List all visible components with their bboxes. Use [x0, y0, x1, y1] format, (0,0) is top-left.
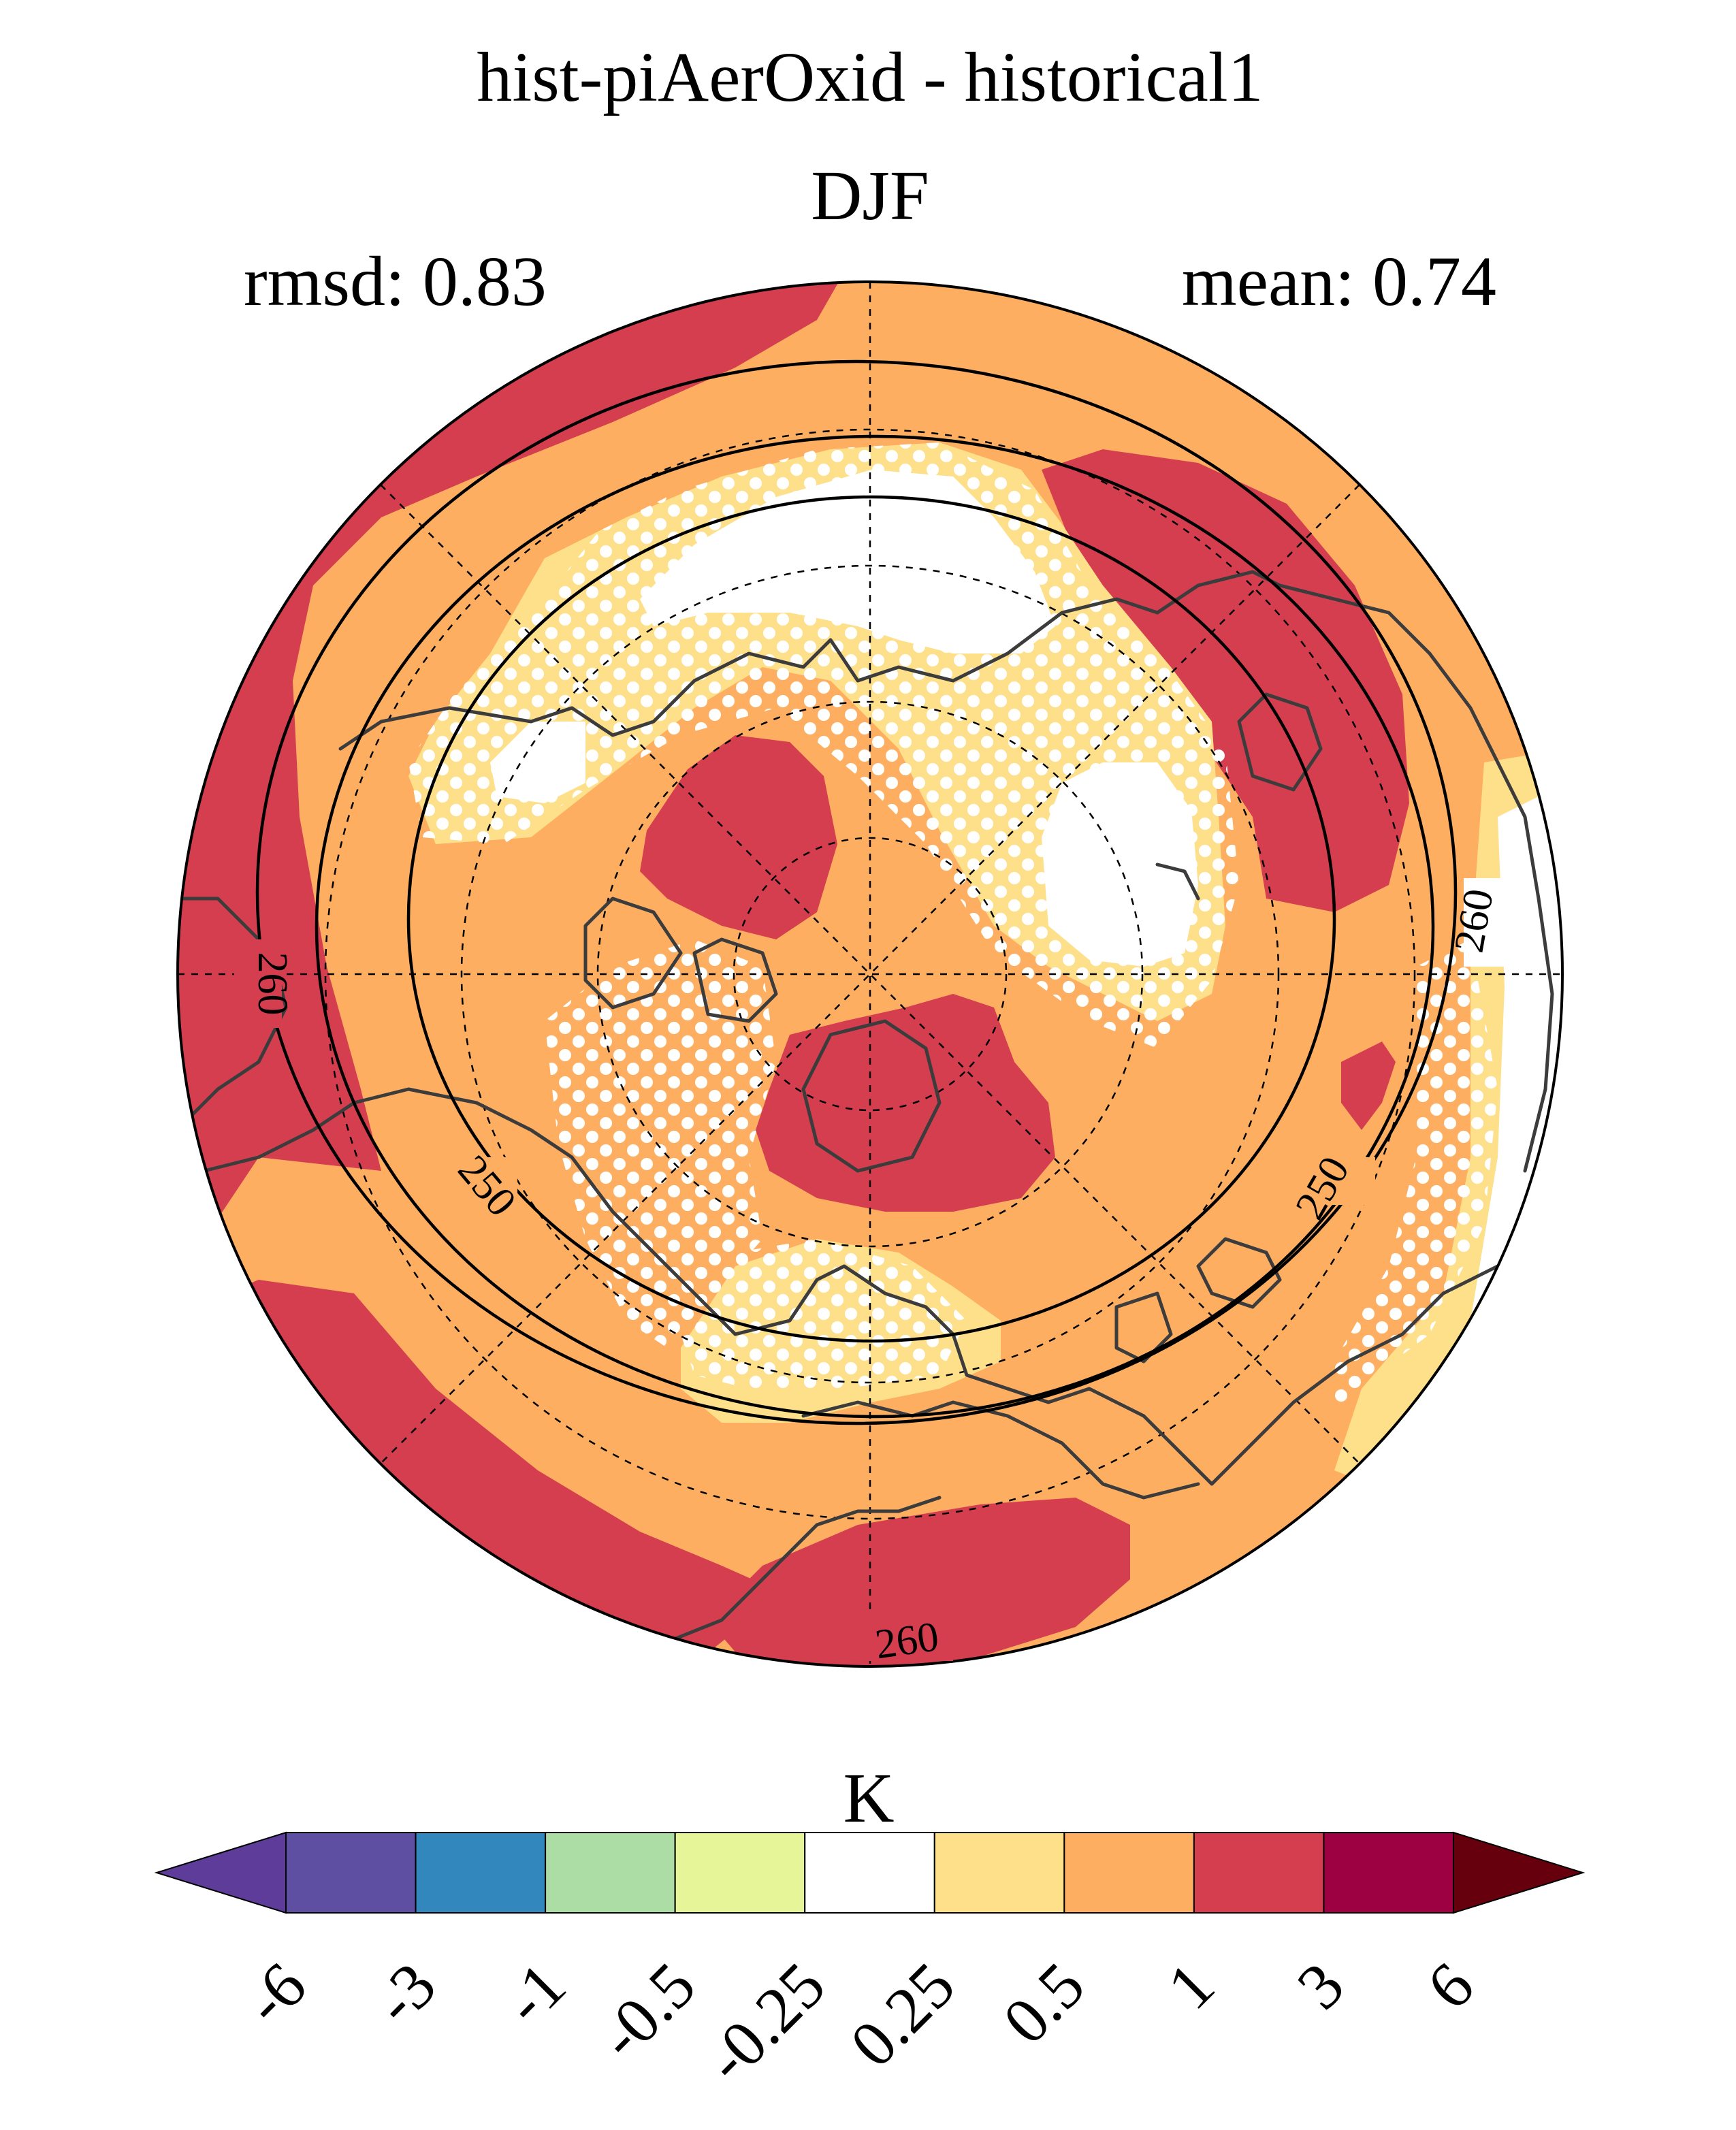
field-red-canada — [640, 735, 837, 939]
season-label: DJF — [811, 157, 929, 235]
stipple-region-east — [1334, 939, 1498, 1416]
colorbar-cell — [674, 1832, 806, 1914]
colorbar-tick-labels: -6 -3 -1 -0.5-0.250.25 0.5 1 3 6 — [230, 1948, 1488, 2096]
colorbar-tick-label: 0.25 — [836, 1948, 968, 2080]
colorbar-tick-label: 3 — [1283, 1948, 1358, 2023]
colorbar-cell — [933, 1832, 1065, 1914]
field-red-siberia — [756, 994, 1055, 1212]
map-boundary — [176, 280, 1564, 1668]
colorbar-cells — [154, 1831, 1586, 1914]
colorbar-extend-high — [1453, 1831, 1586, 1914]
colorbar-cell — [415, 1832, 547, 1914]
colorbar-tick-label: -6 — [230, 1948, 320, 2038]
colorbar-tick-label: -1 — [489, 1948, 579, 2038]
colorbar-cell — [1323, 1832, 1455, 1914]
colorbar-cell — [1063, 1832, 1195, 1914]
colorbar-tick-label: -0.5 — [584, 1948, 709, 2073]
field-red-patch — [1341, 1042, 1396, 1130]
colorbar-unit: K — [843, 1759, 894, 1837]
field-red-south — [708, 1498, 1130, 1666]
figure-title: hist-piAerOxid - historical1 — [477, 38, 1263, 116]
contour-label-south: 260 — [872, 1613, 942, 1668]
colorbar-tick-label: 1 — [1153, 1948, 1228, 2023]
stipple-region-europe — [681, 1239, 967, 1389]
contours — [255, 359, 1458, 1425]
polar-map: 260 260 250 250 260 — [176, 280, 1564, 1668]
colorbar-tick-label: -0.25 — [691, 1948, 839, 2096]
contour-label-west: 260 — [249, 952, 295, 1016]
colorbar-tick-label: 6 — [1413, 1948, 1488, 2023]
stipple-region-north — [408, 442, 1239, 1048]
mean-label: mean: 0.74 — [1182, 242, 1496, 321]
graticule — [178, 282, 1562, 1666]
colorbar-cell — [545, 1832, 676, 1914]
colorbar-cell — [1193, 1832, 1325, 1914]
colorbar-extend-low — [154, 1831, 287, 1914]
colorbar: K -6 -3 -1 -0.5-0.250.25 0.5 1 3 6 — [154, 1759, 1586, 2096]
colorbar-tick-label: 0.5 — [989, 1948, 1099, 2058]
field-red-outer-west — [178, 282, 844, 1666]
coastlines — [178, 570, 1554, 1649]
rmsd-label: rmsd: 0.83 — [244, 242, 547, 321]
contour-label-east: 260 — [1446, 886, 1502, 956]
colorbar-tick-label: -3 — [359, 1948, 449, 2038]
colorbar-cell — [804, 1832, 935, 1914]
colorbar-cell — [285, 1832, 417, 1914]
stipple-region-siberia — [545, 939, 776, 1348]
field-red-northeast — [1042, 449, 1409, 912]
